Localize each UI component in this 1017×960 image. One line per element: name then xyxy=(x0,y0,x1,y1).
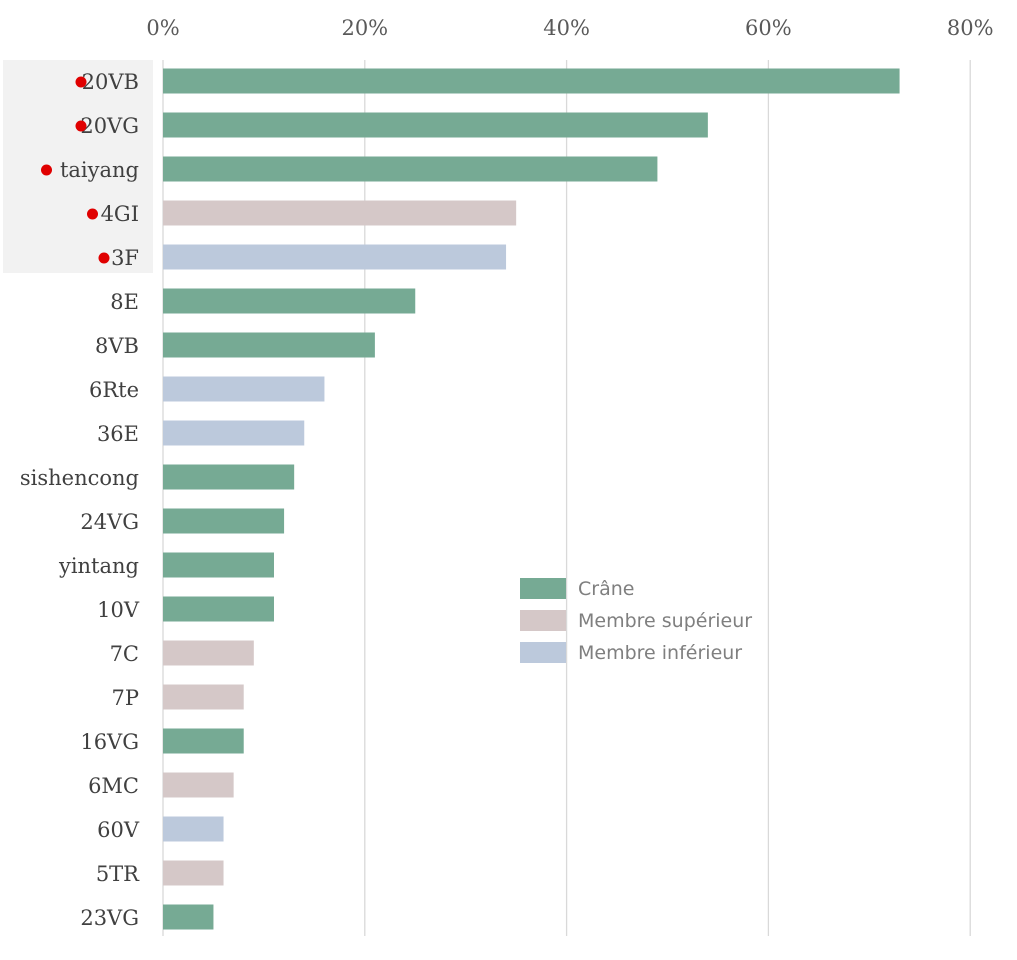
category-label: 6MC xyxy=(88,774,139,798)
category-labels: 20VB 20VG taiyang 4GI 3F 8E 8VB 6Rte 36E sishenco… xyxy=(20,70,140,930)
x-axis-ticks: 0% 20% 40% 60% 80% xyxy=(146,16,993,40)
bar xyxy=(163,244,507,270)
category-label: 10V xyxy=(97,598,140,622)
highlight-dot-icon xyxy=(75,76,87,88)
legend-swatch xyxy=(520,642,566,663)
category-label: yintang xyxy=(58,554,139,578)
bar xyxy=(163,68,900,94)
bar xyxy=(163,684,244,710)
category-label: 4GI xyxy=(101,202,139,226)
x-tick-label: 0% xyxy=(146,16,179,40)
x-tick-label: 80% xyxy=(947,16,994,40)
bar xyxy=(163,640,254,666)
category-label: 20VG xyxy=(80,114,139,138)
category-label: sishencong xyxy=(20,466,139,490)
x-tick-label: 60% xyxy=(745,16,792,40)
category-label: 16VG xyxy=(80,730,139,754)
category-label: 36E xyxy=(97,422,139,446)
bar xyxy=(163,112,708,138)
legend-swatch xyxy=(520,578,566,599)
highlight-background xyxy=(3,60,153,273)
bar xyxy=(163,728,244,754)
legend: Crâne Membre supérieur Membre inférieur xyxy=(520,578,752,664)
bars xyxy=(163,68,900,930)
category-label: 20VB xyxy=(82,70,139,94)
category-label: 23VG xyxy=(80,906,139,930)
highlight-dot-icon xyxy=(75,120,87,132)
category-label: taiyang xyxy=(60,158,139,182)
gridlines xyxy=(162,60,971,936)
highlight-dot-icon xyxy=(41,164,52,176)
category-label: 6Rte xyxy=(89,378,139,402)
category-label: 60V xyxy=(97,818,140,842)
x-tick-label: 40% xyxy=(543,16,590,40)
highlight-region xyxy=(3,60,153,273)
bar xyxy=(163,156,658,182)
bar xyxy=(163,596,274,622)
bar xyxy=(163,420,305,446)
bar xyxy=(163,200,517,226)
legend-swatch xyxy=(520,610,566,631)
highlight-dot-icon xyxy=(87,208,98,220)
legend-label: Membre inférieur xyxy=(578,642,742,664)
bar xyxy=(163,288,416,314)
bar xyxy=(163,772,234,798)
highlight-dot-icon xyxy=(98,252,110,264)
bar xyxy=(163,816,224,842)
bar xyxy=(163,332,375,358)
category-label: 3F xyxy=(111,246,139,270)
legend-label: Membre supérieur xyxy=(578,610,752,632)
category-label: 8VB xyxy=(95,334,139,358)
category-label: 7P xyxy=(112,686,140,710)
category-label: 5TR xyxy=(96,862,140,886)
x-tick-label: 20% xyxy=(341,16,388,40)
bar xyxy=(163,376,325,402)
bar xyxy=(163,552,274,578)
category-label: 7C xyxy=(110,642,139,666)
category-label: 8E xyxy=(110,290,139,314)
bar xyxy=(163,464,295,490)
bar xyxy=(163,904,214,930)
bar xyxy=(163,860,224,886)
legend-label: Crâne xyxy=(578,578,634,600)
category-label: 24VG xyxy=(80,510,139,534)
bar xyxy=(163,508,285,534)
